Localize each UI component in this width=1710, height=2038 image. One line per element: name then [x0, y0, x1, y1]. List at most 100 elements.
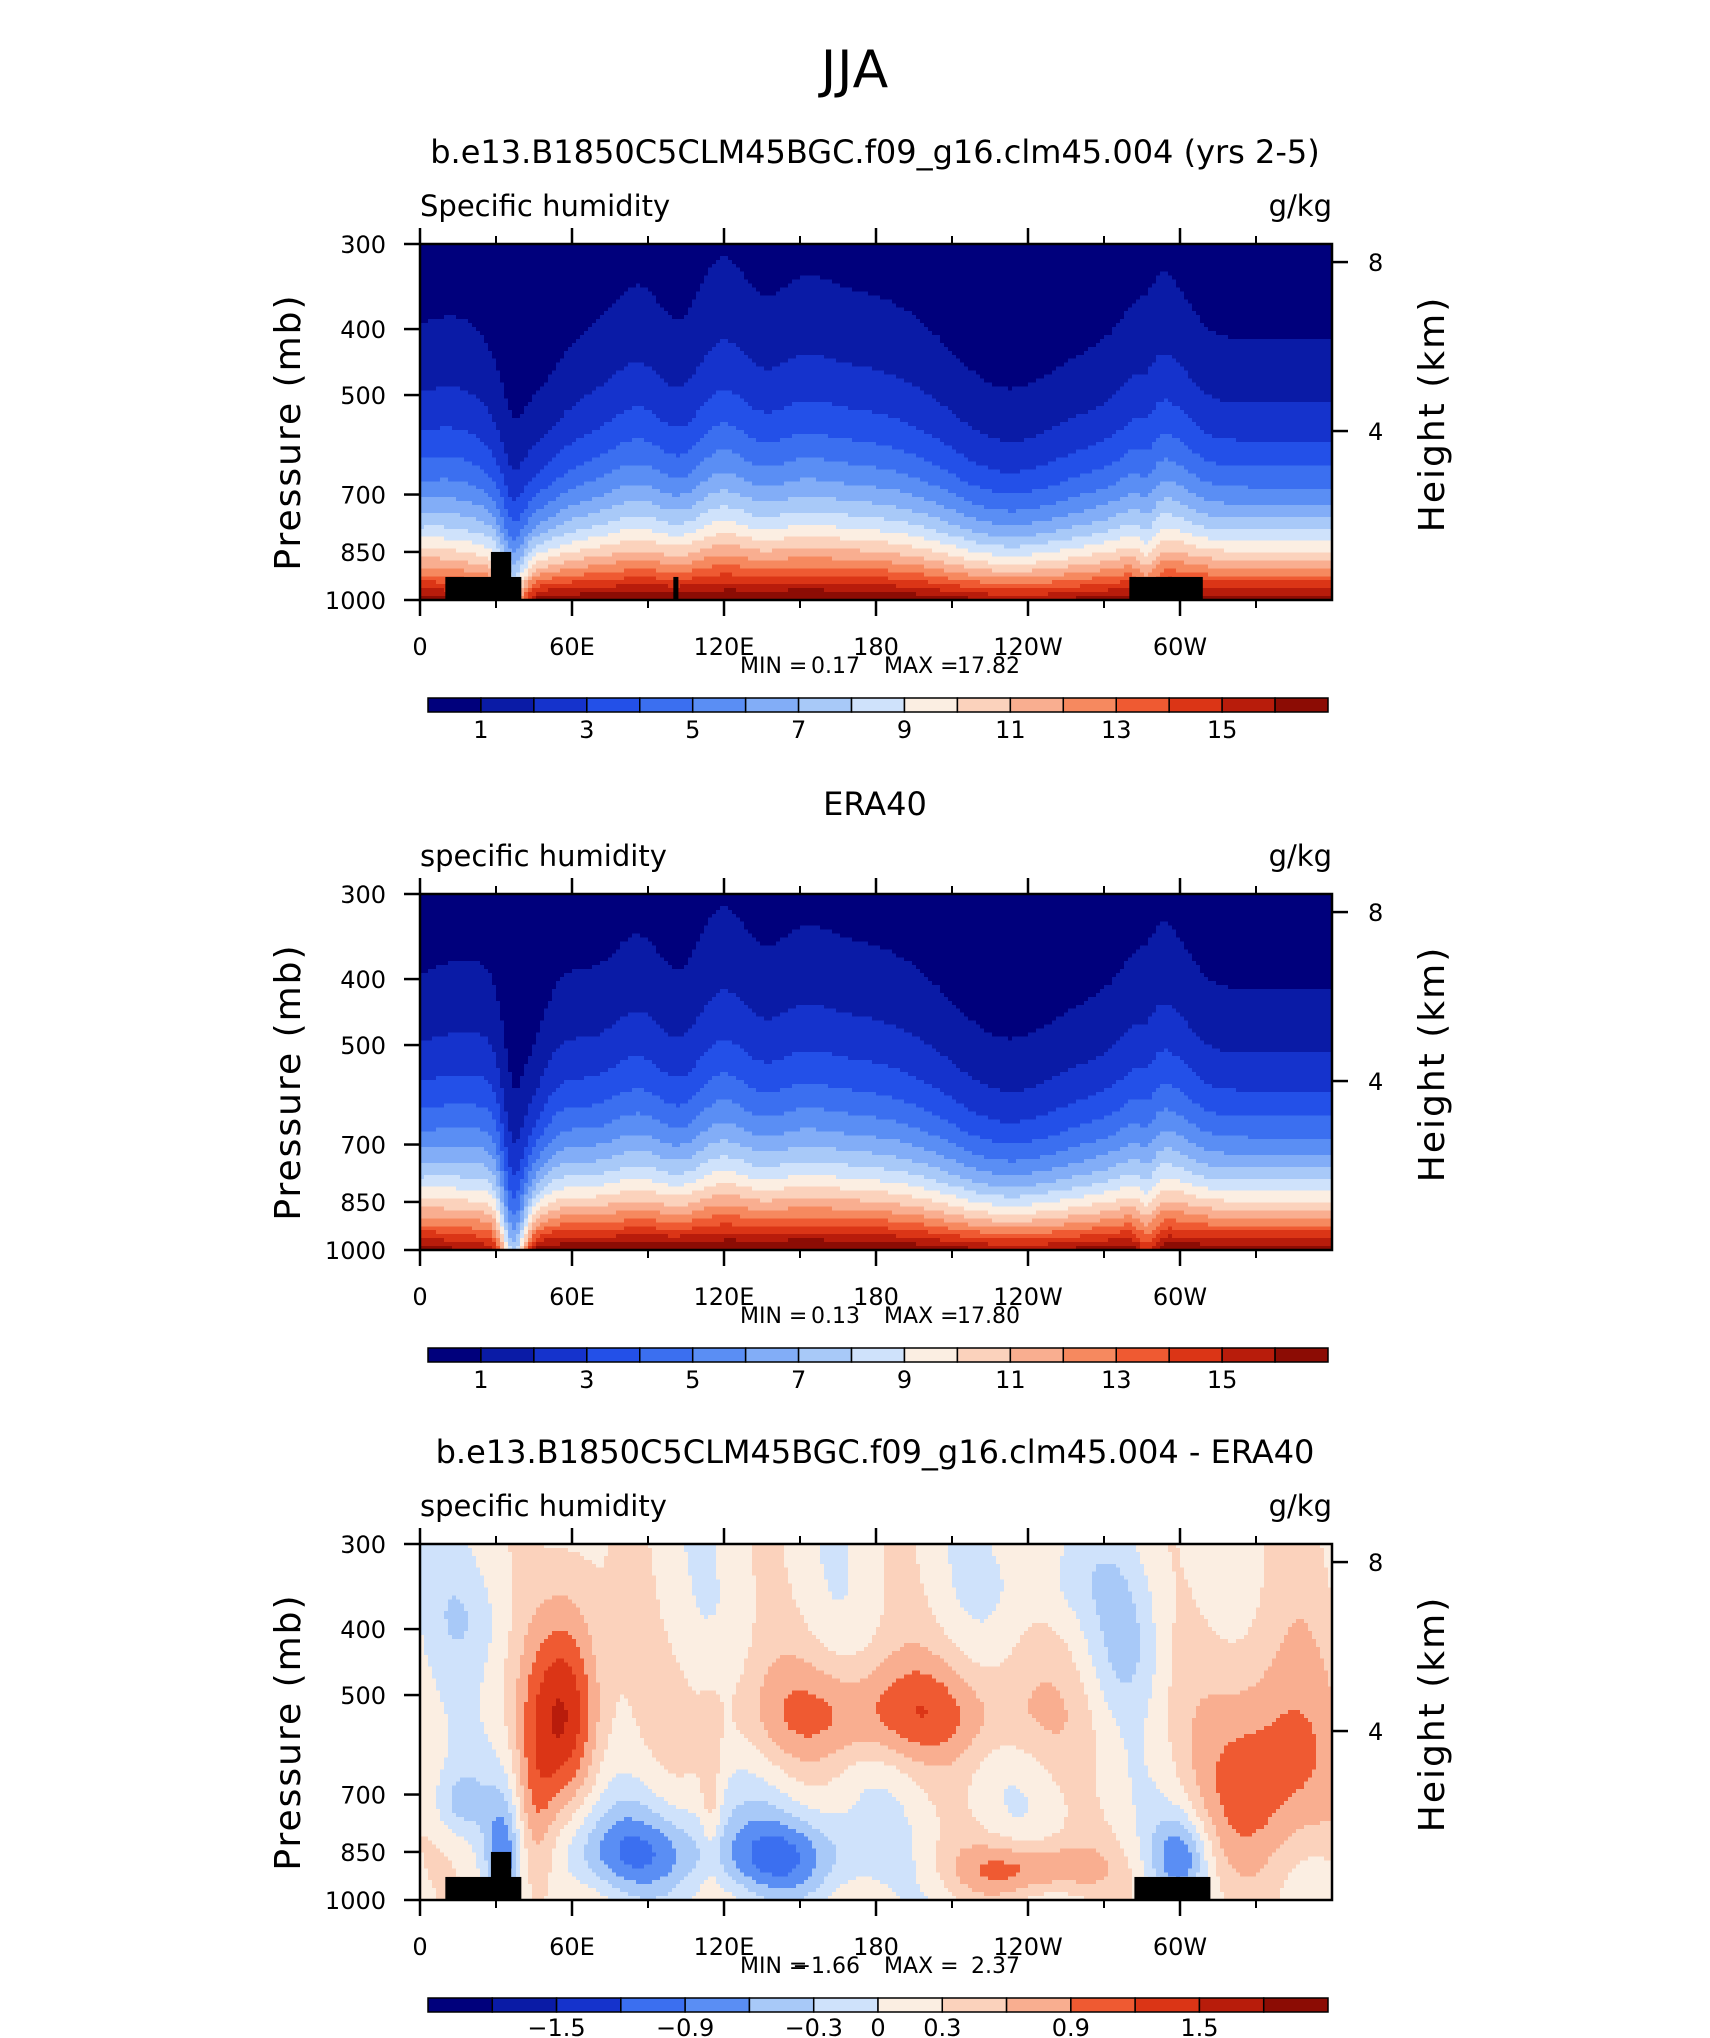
contour-cell: [956, 1698, 981, 1703]
contour-cell: [960, 1714, 985, 1719]
contour-cell: [492, 1048, 509, 1053]
contour-cell: [1144, 572, 1149, 577]
contour-cell: [520, 1666, 533, 1672]
contour-cell: [1100, 1623, 1141, 1628]
contour-cell: [828, 1781, 917, 1786]
contour-cell: [420, 1638, 425, 1644]
contour-cell: [1116, 1563, 1145, 1569]
contour-cell: [736, 913, 1333, 919]
contour-cell: [1200, 1832, 1209, 1838]
contour-cell: [1172, 1634, 1221, 1640]
contour-cell: [508, 1745, 517, 1751]
contour-cell: [508, 552, 525, 558]
contour-cell: [876, 1091, 945, 1097]
contour-cell: [856, 1801, 901, 1806]
contour-cell: [624, 291, 653, 297]
contour-cell: [668, 1631, 753, 1636]
contour-cell: [716, 1773, 733, 1778]
contour-cell: [704, 929, 749, 935]
contour-cell: [1056, 1781, 1097, 1786]
contour-cell: [516, 1246, 521, 1251]
contour-cell: [884, 1607, 933, 1612]
contour-cell: [524, 1805, 537, 1810]
contour-cell: [512, 1844, 517, 1850]
contour-cell: [612, 418, 661, 423]
contour-cell: [704, 279, 749, 285]
contour-cell: [1212, 394, 1333, 399]
contour-cell: [1140, 1242, 1157, 1247]
contour-cell: [620, 1178, 653, 1184]
contour-cell: [656, 516, 697, 522]
contour-cell: [732, 1848, 753, 1854]
contour-cell: [596, 1773, 617, 1778]
contour-cell: [784, 1111, 849, 1117]
contour-cell: [728, 505, 897, 510]
contour-cell: [500, 1119, 509, 1125]
contour-cell: [464, 457, 497, 463]
contour-cell: [420, 374, 501, 380]
contour-cell: [1184, 1789, 1201, 1794]
contour-cell: [1068, 1008, 1157, 1014]
contour-cell: [748, 279, 793, 285]
contour-cell: [956, 1194, 1005, 1200]
contour-cell: [776, 1805, 809, 1810]
contour-cell: [600, 1852, 621, 1858]
contour-cell: [656, 370, 697, 376]
contour-cell: [1176, 1579, 1189, 1585]
contour-cell: [932, 1198, 969, 1204]
contour-cell: [492, 1607, 513, 1612]
contour-cell: [824, 1642, 869, 1648]
contour-cell: [1316, 1642, 1333, 1648]
contour-cell: [464, 1603, 493, 1608]
colorbar-swatch: [1115, 1347, 1170, 1363]
contour-cell: [436, 1785, 453, 1790]
contour-cell: [1116, 429, 1205, 435]
contour-cell: [696, 410, 765, 415]
contour-cell: [544, 1638, 577, 1644]
contour-cell: [508, 1650, 525, 1656]
contour-cell: [1196, 1603, 1261, 1608]
contour-cell: [1172, 1004, 1333, 1010]
contour-cell: [700, 1111, 753, 1117]
contour-cell: [664, 552, 689, 558]
contour-cell: [592, 1103, 677, 1109]
contour-cell: [420, 512, 461, 518]
contour-cell: [684, 532, 717, 538]
contour-cell: [784, 1769, 845, 1775]
panel-title: b.e13.B1850C5CLM45BGC.f09_g16.clm45.004 …: [430, 133, 1320, 171]
contour-cell: [616, 949, 657, 954]
contour-cell: [536, 390, 593, 395]
contour-cell: [1196, 493, 1333, 498]
contour-cell: [540, 1234, 617, 1239]
contour-cell: [436, 965, 485, 970]
contour-cell: [1124, 1575, 1149, 1581]
contour-cell: [420, 996, 497, 1002]
contour-cell: [920, 319, 1121, 324]
contour-cell: [756, 1595, 793, 1600]
contour-cell: [1148, 291, 1185, 297]
contour-cell: [720, 1812, 733, 1818]
contour-cell: [1028, 1698, 1065, 1703]
contour-cell: [620, 1852, 657, 1858]
contour-cell: [620, 1844, 653, 1850]
contour-cell: [920, 1127, 961, 1132]
contour-cell: [560, 358, 705, 364]
contour-cell: [624, 501, 653, 506]
contour-cell: [916, 1860, 937, 1865]
contour-cell: [1064, 1698, 1089, 1703]
contour-cell: [980, 1024, 1045, 1030]
x-tick-label: 180: [853, 1283, 899, 1311]
contour-cell: [1072, 1186, 1121, 1192]
contour-cell: [1132, 1797, 1169, 1802]
contour-cell: [752, 1844, 797, 1850]
contour-cell: [420, 897, 1333, 903]
contour-cell: [536, 1658, 557, 1664]
contour-cell: [488, 509, 501, 514]
contour-cell: [1040, 1682, 1053, 1687]
contour-cell: [736, 992, 945, 998]
contour-cell: [1228, 1856, 1269, 1862]
contour-cell: [616, 1020, 657, 1026]
contour-cell: [500, 1111, 509, 1117]
contour-cell: [572, 1749, 585, 1755]
contour-cell: [1288, 1797, 1333, 1802]
